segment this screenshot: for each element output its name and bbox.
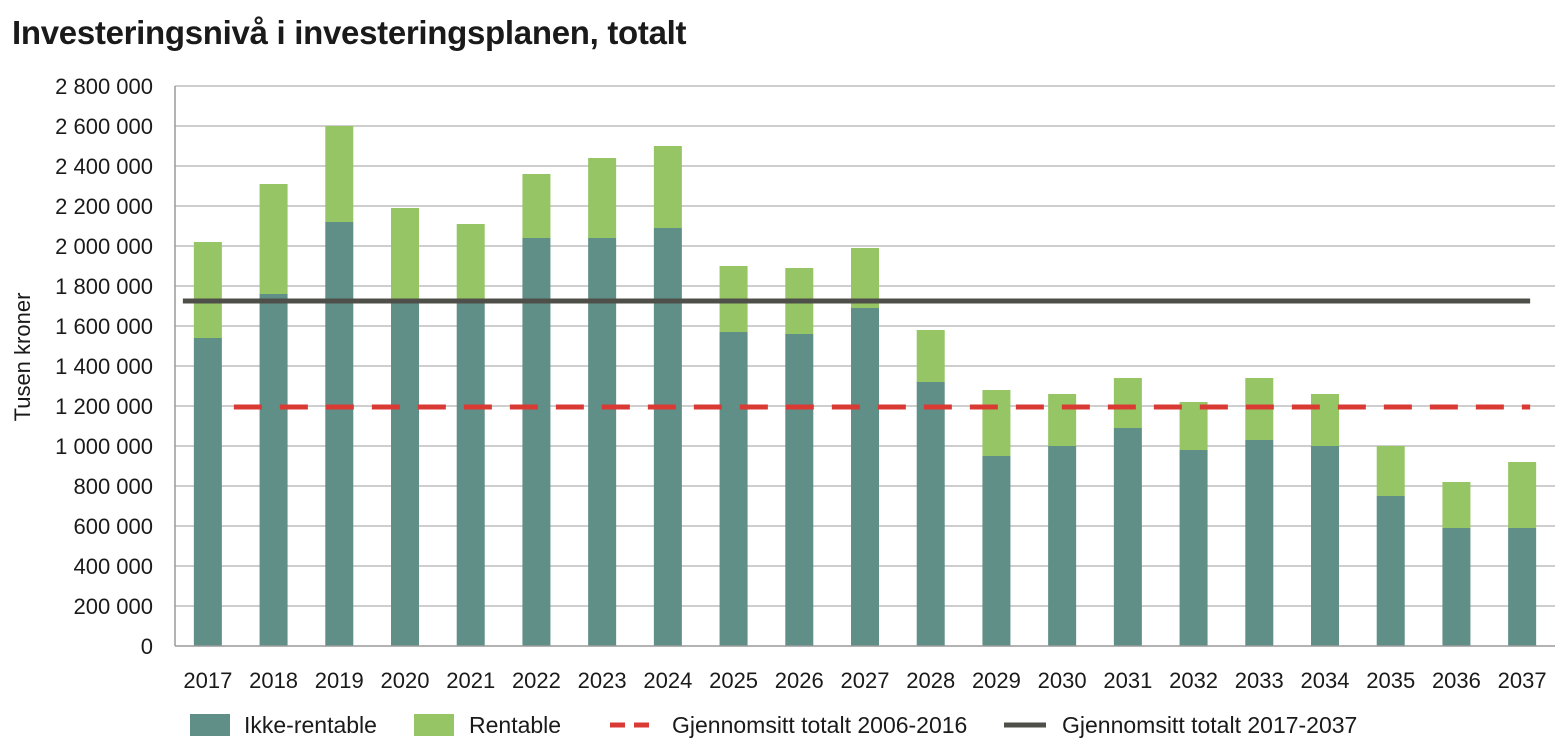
- y-tick-label: 400 000: [73, 554, 153, 579]
- bar-ikke-rentable-2030: [1048, 446, 1077, 646]
- bar-ikke-rentable-2021: [456, 302, 485, 646]
- x-tick-label: 2028: [906, 668, 955, 693]
- bar-ikke-rentable-2023: [588, 238, 617, 646]
- x-tick-label: 2027: [841, 668, 890, 693]
- bar-ikke-rentable-2033: [1245, 440, 1274, 646]
- bars: [193, 126, 1537, 646]
- x-tick-label: 2032: [1169, 668, 1218, 693]
- x-tick-label: 2030: [1038, 668, 1087, 693]
- x-tick-label: 2023: [578, 668, 627, 693]
- bar-rentable-2034: [1311, 394, 1339, 446]
- y-tick-label: 2 000 000: [55, 234, 153, 259]
- axes: [174, 86, 1555, 647]
- y-tick-label: 1 600 000: [55, 314, 153, 339]
- bar-ikke-rentable-2027: [851, 308, 879, 646]
- legend-label-snitt-2006-2016: Gjennomsitt totalt 2006-2016: [672, 712, 967, 738]
- bar-rentable-2037: [1508, 462, 1537, 528]
- x-tick-label: 2036: [1432, 668, 1481, 693]
- bar-rentable-2017: [193, 242, 222, 338]
- bar-rentable-2032: [1179, 402, 1208, 450]
- y-tick-label: 1 200 000: [55, 394, 153, 419]
- bar-ikke-rentable-2028: [916, 382, 945, 646]
- bar-rentable-2018: [259, 184, 288, 294]
- x-tick-label: 2035: [1366, 668, 1415, 693]
- x-tick-label: 2017: [183, 668, 232, 693]
- y-tick-labels: 0 200 000 400 000 600 000 800 000 1 000 000 1 …: [55, 74, 153, 659]
- bar-rentable-2024: [653, 146, 682, 228]
- bar-ikke-rentable-2022: [522, 238, 551, 646]
- y-tick-label: 0: [141, 634, 153, 659]
- x-tick-label: 2025: [709, 668, 758, 693]
- y-tick-label: 2 400 000: [55, 154, 153, 179]
- bar-ikke-rentable-2019: [325, 222, 354, 646]
- x-tick-labels: 2017 2018 2019 2020 2021 2022 2023 2024 2025 2026…: [183, 668, 1546, 693]
- bar-ikke-rentable-2034: [1311, 446, 1339, 646]
- bar-ikke-rentable-2035: [1376, 496, 1405, 646]
- legend-label-ikke-rentable: Ikke-rentable: [244, 712, 377, 738]
- bar-rentable-2028: [916, 330, 945, 382]
- legend-swatch-ikke-rentable: [190, 714, 230, 736]
- legend-label-rentable: Rentable: [469, 712, 561, 738]
- x-tick-label: 2024: [643, 668, 692, 693]
- legend: Ikke-rentable Rentable Gjennomsitt totalt …: [190, 712, 1357, 738]
- y-tick-label: 1 800 000: [55, 274, 153, 299]
- y-tick-label: 2 800 000: [55, 74, 153, 99]
- bar-ikke-rentable-2029: [982, 456, 1011, 646]
- bar-rentable-2021: [456, 224, 485, 302]
- x-tick-label: 2034: [1301, 668, 1350, 693]
- y-tick-label: 2 600 000: [55, 114, 153, 139]
- bar-ikke-rentable-2024: [653, 228, 682, 646]
- x-tick-label: 2037: [1498, 668, 1547, 693]
- bar-ikke-rentable-2026: [785, 334, 814, 646]
- y-tick-label: 2 200 000: [55, 194, 153, 219]
- bar-rentable-2030: [1048, 394, 1077, 446]
- x-tick-label: 2031: [1103, 668, 1152, 693]
- bar-rentable-2031: [1113, 378, 1142, 428]
- bar-ikke-rentable-2020: [391, 302, 419, 646]
- bar-rentable-2022: [522, 174, 551, 238]
- bar-ikke-rentable-2037: [1508, 528, 1537, 646]
- y-tick-label: 1 000 000: [55, 434, 153, 459]
- x-tick-label: 2019: [315, 668, 364, 693]
- bar-ikke-rentable-2032: [1179, 450, 1208, 646]
- y-tick-label: 200 000: [73, 594, 153, 619]
- bar-rentable-2020: [391, 208, 419, 302]
- x-tick-label: 2021: [446, 668, 495, 693]
- legend-swatch-rentable: [414, 714, 454, 736]
- bar-rentable-2029: [982, 390, 1011, 456]
- chart-title: Investeringsnivå i investeringsplanen, t…: [12, 14, 687, 51]
- bar-rentable-2019: [325, 126, 354, 222]
- legend-label-snitt-2017-2037: Gjennomsitt totalt 2017-2037: [1062, 712, 1357, 738]
- bar-ikke-rentable-2018: [259, 294, 288, 646]
- x-tick-label: 2022: [512, 668, 561, 693]
- bar-ikke-rentable-2036: [1442, 528, 1471, 646]
- x-tick-label: 2018: [249, 668, 298, 693]
- bar-ikke-rentable-2025: [719, 332, 748, 646]
- bar-rentable-2027: [851, 248, 879, 308]
- x-tick-label: 2033: [1235, 668, 1284, 693]
- bar-rentable-2023: [588, 158, 617, 238]
- reference-lines: [182, 298, 1531, 410]
- bar-ikke-rentable-2017: [193, 338, 222, 646]
- y-tick-label: 800 000: [73, 474, 153, 499]
- x-tick-label: 2029: [972, 668, 1021, 693]
- y-tick-label: 600 000: [73, 514, 153, 539]
- bar-rentable-2036: [1442, 482, 1471, 528]
- bar-rentable-2035: [1376, 446, 1405, 496]
- y-axis-label: Tusen kroner: [10, 293, 35, 422]
- bar-ikke-rentable-2031: [1113, 428, 1142, 646]
- x-tick-label: 2026: [775, 668, 824, 693]
- y-tick-label: 1 400 000: [55, 354, 153, 379]
- x-tick-label: 2020: [381, 668, 430, 693]
